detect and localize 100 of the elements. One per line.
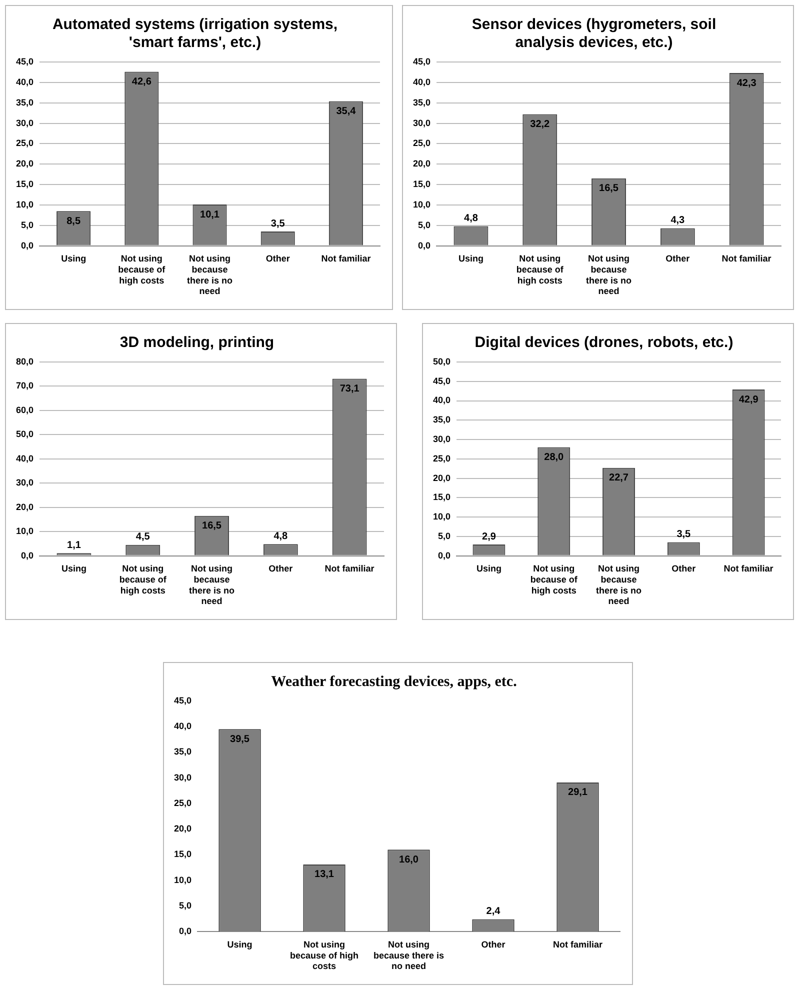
y-tick-label: 30,0: [432, 434, 451, 444]
data-label: 4,3: [670, 214, 686, 226]
y-tick-label: 0,0: [179, 926, 192, 936]
y-tick-label: 20,0: [174, 824, 192, 834]
data-label: 2,4: [486, 906, 501, 918]
y-tick-label: 35,0: [16, 97, 34, 108]
x-tick-label: Not using because of high costs: [119, 564, 168, 596]
y-tick-label: 35,0: [174, 746, 192, 757]
y-tick-label: 10,0: [174, 874, 192, 885]
y-tick-label: 0,0: [21, 550, 34, 560]
y-tick-label: 20,0: [16, 502, 34, 512]
y-tick-label: 0,0: [21, 240, 34, 250]
x-tick-label: Not familiar: [321, 254, 372, 264]
y-tick-label: 25,0: [16, 138, 34, 148]
x-tick-label: Not using because of high costs: [530, 564, 578, 596]
y-tick-label: 5,0: [21, 220, 34, 230]
y-tick-label: 30,0: [16, 118, 34, 128]
y-tick-label: 15,0: [432, 492, 451, 502]
data-label: 4,8: [464, 212, 478, 224]
chart-title: 3D modeling, printing: [120, 334, 274, 352]
y-tick-label: 40,0: [174, 721, 192, 732]
x-tick-label: Using: [458, 254, 484, 264]
x-tick-label: Other: [666, 254, 690, 264]
y-tick-label: 10,0: [16, 526, 34, 536]
chart-title: Weather forecasting devices, apps, etc.: [271, 674, 518, 690]
x-tick-label: Not using because of high costs: [290, 939, 359, 972]
x-tick-label: Other: [481, 939, 506, 950]
y-tick-label: 25,0: [174, 798, 192, 808]
y-tick-label: 40,0: [432, 395, 451, 406]
data-label: 32,2: [530, 119, 550, 130]
x-tick-label: Using: [61, 564, 86, 574]
y-tick-label: 35,0: [432, 414, 451, 425]
y-tick-label: 15,0: [412, 179, 431, 190]
y-tick-label: 5,0: [438, 530, 451, 541]
y-tick-label: 35,0: [412, 97, 431, 108]
y-tick-label: 10,0: [412, 199, 431, 210]
y-tick-label: 30,0: [16, 478, 34, 488]
data-label: 4,8: [274, 530, 288, 542]
data-label: 29,1: [568, 787, 588, 798]
y-tick-label: 70,0: [16, 380, 34, 391]
data-label: 13,1: [314, 869, 334, 880]
data-label: 73,1: [340, 383, 360, 394]
x-tick-label: Not using because there is no need: [189, 564, 236, 606]
x-tick-label: Other: [672, 564, 696, 574]
x-tick-label: Using: [61, 254, 86, 264]
x-tick-label: Not using because there is no need: [596, 564, 642, 606]
chart-title: Sensor devices (hygrometers, soil analysis devices, etc.): [472, 16, 716, 52]
data-label: 42,6: [132, 76, 152, 88]
x-tick-label: Not familiar: [722, 254, 772, 264]
y-tick-label: 20,0: [412, 158, 431, 169]
x-tick-label: Not using because of high costs: [516, 254, 564, 286]
x-tick-label: Not using because there is no need: [373, 939, 444, 972]
y-tick-label: 45,0: [432, 376, 451, 386]
chart-title: Automated systems (irrigation systems, 'smart farms', etc.): [52, 16, 338, 52]
data-label: 4,5: [136, 532, 150, 543]
y-tick-label: 5,0: [418, 220, 431, 230]
y-tick-label: 40,0: [16, 453, 34, 464]
data-label: 3,5: [270, 218, 286, 230]
data-label: 42,9: [738, 394, 759, 406]
y-tick-label: 15,0: [16, 179, 34, 190]
y-tick-label: 15,0: [174, 849, 192, 860]
x-tick-label: Other: [268, 564, 294, 574]
data-label: 39,5: [230, 734, 250, 745]
data-label: 16,0: [399, 854, 419, 866]
x-tick-label: Not familiar: [324, 564, 375, 574]
data-label: 10,1: [200, 209, 220, 220]
data-label: 1,1: [67, 540, 82, 551]
y-tick-label: 25,0: [412, 138, 431, 148]
y-tick-label: 50,0: [432, 356, 451, 366]
y-tick-label: 50,0: [16, 429, 34, 440]
chart-title: Digital devices (drones, robots, etc.): [474, 334, 734, 352]
y-tick-label: 5,0: [179, 900, 192, 910]
x-tick-label: Using: [227, 939, 252, 950]
y-tick-label: 40,0: [16, 76, 34, 87]
y-tick-label: 45,0: [174, 695, 192, 706]
x-tick-label: Other: [266, 254, 290, 264]
x-tick-label: Not using because there is no need: [586, 254, 632, 296]
y-tick-label: 10,0: [432, 512, 451, 522]
data-label: 42,3: [736, 78, 757, 89]
y-tick-label: 25,0: [432, 453, 451, 464]
y-tick-label: 20,0: [432, 472, 451, 483]
data-label: 28,0: [544, 452, 564, 464]
x-tick-label: Using: [476, 564, 502, 574]
y-tick-label: 30,0: [412, 118, 431, 128]
y-tick-label: 10,0: [16, 199, 34, 210]
x-tick-label: Not familiar: [552, 939, 603, 950]
y-tick-label: 45,0: [412, 56, 431, 66]
y-tick-label: 45,0: [16, 56, 34, 66]
x-tick-label: Not using because there is no need: [187, 254, 234, 296]
data-label: 3,5: [676, 528, 692, 540]
y-tick-label: 0,0: [438, 550, 451, 560]
y-tick-label: 80,0: [16, 356, 34, 366]
data-label: 16,5: [202, 520, 222, 532]
data-label: 35,4: [336, 106, 356, 117]
y-tick-label: 40,0: [412, 76, 431, 87]
y-tick-label: 20,0: [16, 158, 34, 169]
data-label: 2,9: [482, 531, 496, 542]
y-tick-label: 60,0: [16, 404, 34, 415]
y-tick-label: 0,0: [418, 240, 431, 250]
data-label: 8,5: [66, 216, 81, 227]
